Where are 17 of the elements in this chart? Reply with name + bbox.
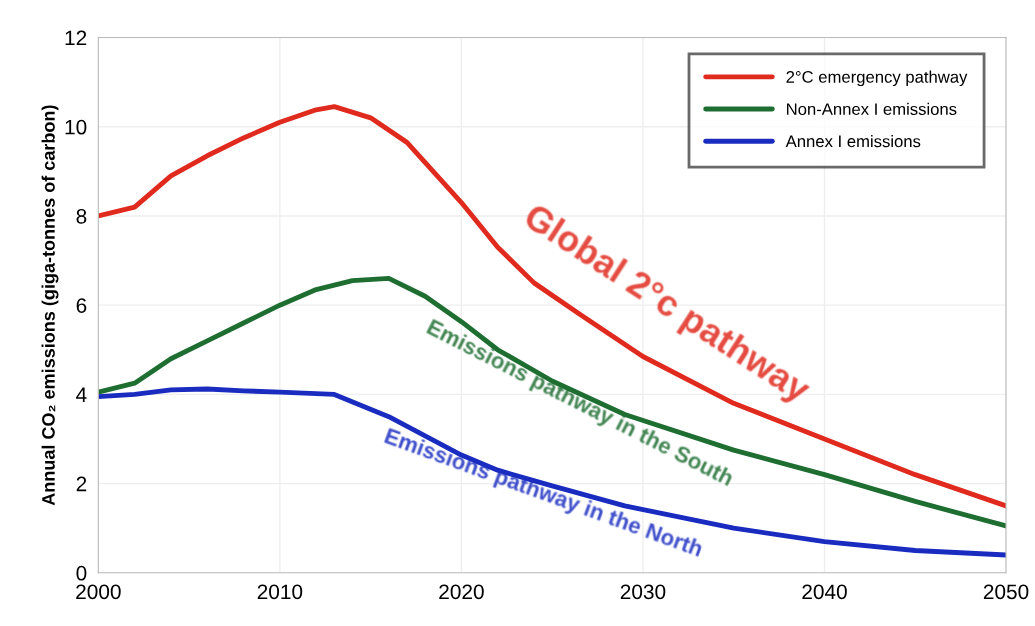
y-axis-title: Annual CO₂ emissions (giga-tonnes of carbon): [41, 105, 59, 506]
legend-label: Non-Annex I emissions: [787, 102, 957, 116]
x-tick-label: 2050: [983, 584, 1029, 600]
y-tick-label: 12: [65, 30, 87, 46]
legend-label: 2°C emergency pathway: [786, 70, 968, 87]
x-tick-label: 2000: [76, 584, 121, 600]
x-tick-label: 2020: [439, 584, 484, 600]
legend-label: Annex I emissions: [785, 134, 921, 148]
y-tick-label: 10: [65, 119, 87, 135]
y-tick-label: 4: [76, 387, 87, 402]
x-tick-label: 2030: [620, 584, 666, 600]
y-tick-label: 2: [76, 476, 87, 492]
y-tick-label: 0: [76, 565, 87, 581]
y-tick-label: 6: [76, 298, 87, 313]
y-tick-label: 8: [76, 208, 87, 224]
x-tick-label: 2040: [802, 584, 847, 600]
x-tick-label: 2010: [257, 584, 303, 600]
